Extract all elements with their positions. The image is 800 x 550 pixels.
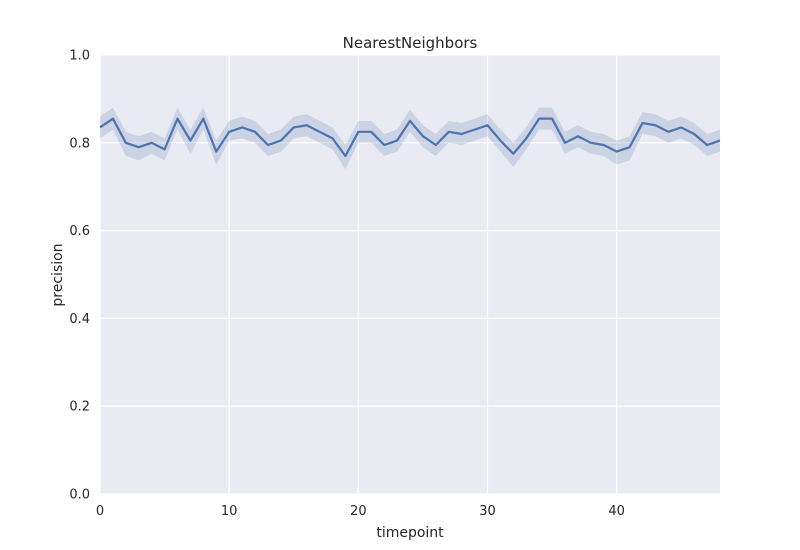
x-tick-label: 0 (96, 504, 104, 519)
x-tick-label: 30 (479, 504, 496, 519)
y-tick-label: 0.2 (69, 400, 90, 415)
x-axis-label: timepoint (376, 525, 444, 541)
y-tick-labels: 0.0 0.2 0.4 0.6 0.8 1.0 (69, 49, 90, 503)
y-tick-label: 0.0 (69, 488, 90, 503)
y-tick-label: 0.4 (69, 312, 90, 327)
x-tick-label: 10 (221, 504, 238, 519)
x-tick-label: 40 (608, 504, 625, 519)
y-tick-label: 1.0 (69, 49, 90, 64)
y-axis-label: precision (50, 243, 66, 306)
grid-lines (99, 54, 720, 495)
x-tick-label: 20 (350, 504, 367, 519)
data-points (99, 118, 721, 156)
confidence-band (100, 107, 720, 170)
x-tick-labels: 0 10 20 30 40 (96, 504, 625, 519)
y-tick-label: 0.6 (69, 224, 90, 239)
y-tick-label: 0.8 (69, 136, 90, 151)
chart-title: NearestNeighbors (343, 34, 478, 52)
